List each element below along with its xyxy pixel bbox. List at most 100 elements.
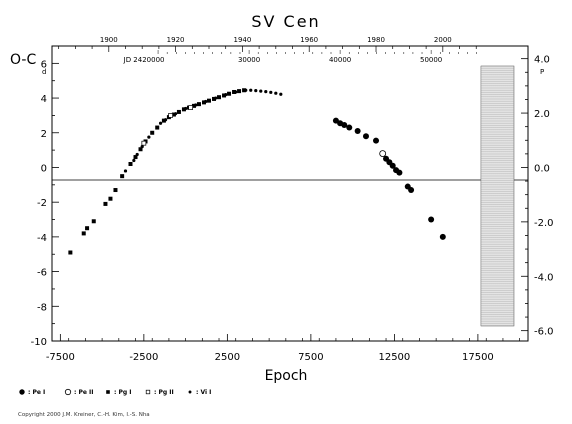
y-tick-label-left: 6 [41, 59, 47, 70]
year-label: 1920 [167, 36, 185, 44]
data-point-vi-i [214, 96, 218, 100]
year-label: 1980 [367, 36, 385, 44]
year-label: 1960 [300, 36, 318, 44]
data-point-pe-i [408, 187, 415, 194]
legend-label: : Vi I [196, 389, 211, 396]
data-point-pg-i [222, 93, 227, 98]
data-point-pg-i [81, 231, 86, 236]
x-axis-label: Epoch [265, 368, 308, 384]
data-point-pg-i [191, 103, 196, 108]
y-tick-label-right: -6.0 [534, 327, 554, 338]
y-tick-label-right: -4.0 [534, 272, 554, 283]
data-point-pg-i [133, 155, 138, 160]
data-point-pg-i [171, 112, 176, 117]
data-point-pg-i [227, 91, 232, 96]
data-point-pg-i [138, 147, 143, 152]
data-point-pg-i [212, 96, 217, 101]
legend-marker [188, 390, 192, 394]
legend-marker [64, 388, 72, 396]
data-point-pe-ii [379, 150, 387, 157]
y-tick-label-left: 2 [41, 129, 47, 140]
legend-label: : Pg II [154, 389, 174, 396]
data-point-vi-i [194, 103, 198, 107]
data-point-pg-i [108, 196, 113, 201]
data-point-vi-i [224, 92, 228, 97]
y-axis-label: O-C [10, 52, 36, 68]
data-point-pg-ii [168, 113, 173, 118]
data-point-vi-i [234, 90, 238, 94]
x-tick-label: -2500 [129, 352, 158, 363]
x-tick-label: -7500 [46, 352, 75, 363]
data-point-vi-i [173, 112, 178, 116]
data-point-pe-i [341, 121, 348, 128]
jd-label: JD 2420000 [123, 56, 165, 64]
y-tick-label-left: 0 [41, 163, 47, 174]
data-point-pe-i [362, 133, 369, 140]
copyright-text: Copyright 2000 J.M. Kreiner, C.-H. Kim, … [18, 412, 150, 418]
data-point-pe-i [354, 128, 361, 135]
data-point-vi-i [163, 118, 168, 122]
jd-label: 50000 [420, 56, 442, 64]
data-point-pg-i [206, 98, 211, 103]
data-point-vi-i [254, 88, 258, 93]
year-label: 1940 [233, 36, 251, 44]
data-point-pe-i [428, 216, 435, 223]
data-point-pg-i [237, 89, 242, 94]
year-label: 1900 [100, 36, 118, 44]
data-point-vi-i [158, 121, 163, 125]
data-point-pg-i [181, 107, 186, 112]
data-point-pg-i [113, 188, 118, 193]
year-label: 2000 [434, 36, 452, 44]
data-point-pe-i [373, 137, 380, 144]
x-tick-label: 2500 [215, 352, 240, 363]
legend-marker [145, 389, 151, 395]
chart-title: SV Cen [251, 12, 320, 31]
data-point-vi-i [147, 135, 151, 139]
data-point-vi-i [184, 106, 188, 111]
data-point-vi-i [135, 152, 139, 157]
legend-label: : Pe II [74, 389, 94, 396]
data-point-pg-i [85, 226, 90, 231]
data-point-vi-i [244, 88, 248, 92]
data-point-pg-i [155, 125, 160, 130]
jd-label: 40000 [329, 56, 351, 64]
y-tick-label-left: -10 [31, 337, 47, 348]
data-point-pe-i [389, 162, 396, 169]
data-point-vi-i [274, 91, 278, 95]
y-tick-label-left: -8 [37, 302, 47, 313]
data-point-pg-i [176, 109, 181, 114]
y-tick-label-right: -2.0 [534, 218, 554, 229]
y-tick-label-left: -2 [37, 198, 47, 209]
data-point-pg-i [128, 162, 133, 166]
data-point-pg-i [150, 130, 155, 135]
data-point-pe-i [346, 124, 353, 131]
data-point-pg-i [201, 100, 206, 105]
jd-label: 30000 [238, 56, 260, 64]
data-point-pg-ii [141, 140, 147, 146]
y-tick-label-left: 4 [41, 94, 47, 105]
data-point-pg-i [196, 102, 201, 107]
y-tick-label-right: 4.0 [534, 55, 550, 66]
data-point-pe-i [396, 169, 403, 176]
data-point-pg-i [242, 88, 247, 93]
data-point-vi-i [259, 89, 263, 93]
legend-label: : Pg I [114, 389, 132, 396]
x-tick-label: 7500 [298, 352, 323, 363]
data-point-pg-i [103, 201, 108, 206]
data-point-pg-i [161, 118, 166, 123]
data-point-pg-i [217, 95, 222, 100]
plot-frame [51, 45, 529, 342]
data-point-vi-i [249, 88, 253, 92]
y-unit-left: d [42, 68, 46, 76]
data-points [68, 88, 446, 255]
data-point-vi-i [264, 90, 268, 94]
data-point-pg-i [68, 250, 73, 255]
data-point-vi-i [140, 145, 144, 149]
legend-marker [19, 389, 25, 395]
data-point-vi-i [279, 92, 283, 96]
data-point-pg-ii [188, 105, 193, 110]
data-point-vi-i [123, 169, 128, 173]
x-tick-label: 12500 [378, 352, 410, 363]
data-point-pg-i [120, 174, 125, 179]
y-tick-label-left: -6 [37, 268, 47, 279]
